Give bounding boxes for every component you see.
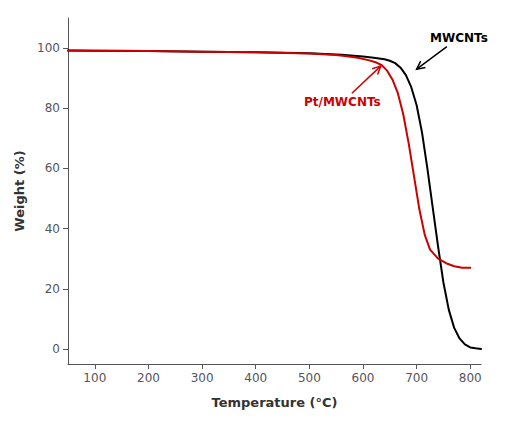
svg-text:100: 100 <box>37 41 60 55</box>
svg-text:80: 80 <box>45 101 60 115</box>
svg-text:40: 40 <box>45 222 60 236</box>
svg-text:400: 400 <box>244 371 267 385</box>
svg-text:600: 600 <box>352 371 375 385</box>
svg-text:300: 300 <box>191 371 214 385</box>
svg-text:Temperature (°C): Temperature (°C) <box>212 395 338 410</box>
svg-text:Weight (%): Weight (%) <box>12 150 27 231</box>
svg-text:200: 200 <box>137 371 160 385</box>
svg-text:700: 700 <box>405 371 428 385</box>
svg-text:0: 0 <box>52 342 60 356</box>
svg-text:MWCNTs: MWCNTs <box>430 31 488 45</box>
svg-text:100: 100 <box>83 371 106 385</box>
svg-text:500: 500 <box>298 371 321 385</box>
svg-text:20: 20 <box>45 282 60 296</box>
svg-text:800: 800 <box>459 371 482 385</box>
svg-text:60: 60 <box>45 161 60 175</box>
svg-text:Pt/MWCNTs: Pt/MWCNTs <box>304 95 381 109</box>
